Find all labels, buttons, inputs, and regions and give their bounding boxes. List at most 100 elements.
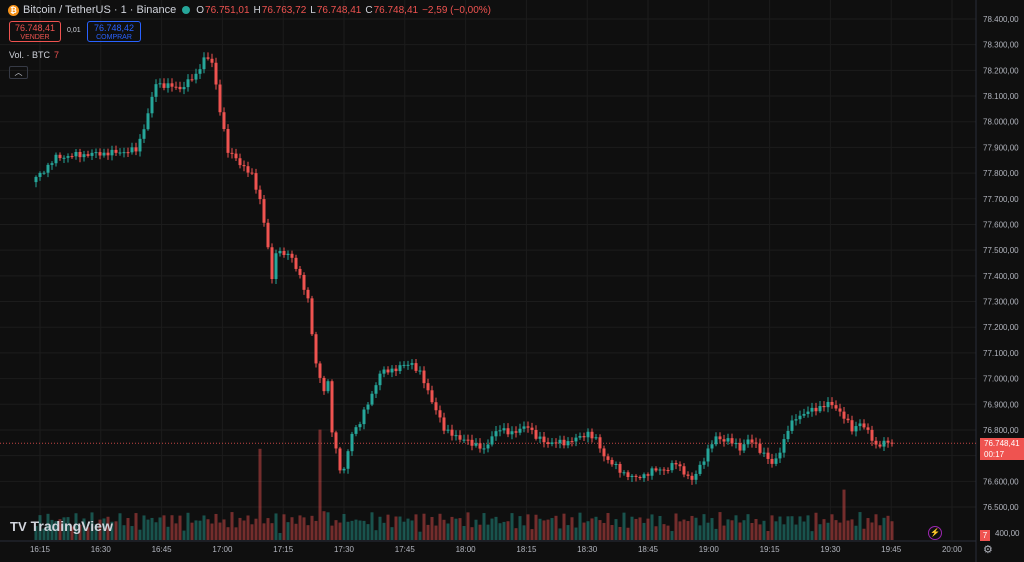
candle-body bbox=[82, 154, 86, 158]
volume-bar bbox=[158, 517, 162, 540]
volume-bar bbox=[222, 519, 226, 540]
volume-bar bbox=[262, 523, 266, 540]
volume-bar bbox=[682, 519, 686, 540]
volume-bar bbox=[134, 513, 138, 540]
volume-bar bbox=[226, 527, 230, 540]
candle-body bbox=[694, 473, 698, 480]
candle-body bbox=[146, 113, 150, 130]
volume-legend[interactable]: Vol. · BTC 7 bbox=[9, 50, 59, 60]
volume-bar bbox=[186, 512, 190, 540]
volume-bar bbox=[766, 530, 770, 540]
candle-body bbox=[150, 96, 154, 114]
candle-body bbox=[414, 363, 418, 371]
candle-body bbox=[90, 152, 94, 156]
volume-bar bbox=[838, 522, 842, 540]
candle-body bbox=[250, 172, 254, 174]
volume-bar bbox=[798, 516, 802, 540]
symbol-title[interactable]: Bitcoin / TetherUS · 1 · Binance bbox=[23, 4, 177, 16]
volume-bar bbox=[570, 517, 574, 540]
candle-body bbox=[546, 442, 550, 445]
gear-icon[interactable]: ⚙ bbox=[983, 544, 993, 556]
volume-bar bbox=[510, 513, 514, 540]
candle-body bbox=[530, 427, 534, 430]
ohlc-item: O76.751,01 bbox=[196, 4, 250, 16]
volume-bar bbox=[478, 524, 482, 540]
time-axis-label: 19:30 bbox=[820, 545, 841, 554]
volume-bar bbox=[162, 515, 166, 540]
buy-button[interactable]: 76.748,42 COMPRAR bbox=[87, 21, 141, 42]
candle-body bbox=[650, 468, 654, 476]
volume-bar bbox=[546, 519, 550, 540]
volume-bar bbox=[130, 526, 134, 540]
candle-body bbox=[858, 423, 862, 427]
volume-bar bbox=[746, 514, 750, 540]
volume-bar bbox=[230, 512, 234, 540]
candle-body bbox=[582, 436, 586, 438]
volume-bar bbox=[646, 518, 650, 540]
ohlc-key: H bbox=[253, 4, 261, 16]
candle-body bbox=[678, 464, 682, 467]
candle-body bbox=[270, 247, 274, 280]
volume-bar bbox=[286, 522, 290, 540]
candle-body bbox=[690, 475, 694, 480]
candle-body bbox=[814, 407, 818, 412]
sell-label: VENDER bbox=[20, 34, 50, 41]
candle-body bbox=[174, 86, 178, 88]
sell-button[interactable]: 76.748,41 VENDER bbox=[9, 21, 61, 42]
bolt-icon[interactable]: ⚡ bbox=[928, 526, 942, 540]
candle-body bbox=[754, 442, 758, 444]
time-axis-label: 16:15 bbox=[30, 545, 51, 554]
volume-bar bbox=[278, 532, 282, 540]
candle-body bbox=[438, 410, 442, 418]
time-axis-label: 16:45 bbox=[152, 545, 173, 554]
candle-body bbox=[186, 79, 190, 88]
volume-bar bbox=[786, 516, 790, 540]
candle-body bbox=[326, 381, 330, 392]
candle-body bbox=[358, 424, 362, 428]
candle-body bbox=[98, 152, 102, 156]
candle-body bbox=[606, 456, 610, 460]
chevron-up-icon[interactable]: ︿ bbox=[9, 66, 28, 79]
volume-bar bbox=[206, 519, 210, 540]
volume-bar bbox=[366, 524, 370, 540]
candle-body bbox=[302, 274, 306, 290]
ohlc-item: −2,59 (−0,00%) bbox=[422, 4, 492, 16]
volume-bar bbox=[466, 512, 470, 540]
candle-body bbox=[586, 431, 590, 438]
volume-bar bbox=[674, 513, 678, 540]
volume-bar bbox=[430, 516, 434, 540]
candle-body bbox=[558, 439, 562, 444]
candle-body bbox=[870, 429, 874, 441]
time-axis-label: 19:00 bbox=[699, 545, 720, 554]
volume-bar bbox=[554, 515, 558, 540]
volume-bar bbox=[94, 524, 98, 540]
volume-bar bbox=[710, 518, 714, 540]
candle-body bbox=[462, 439, 466, 441]
volume-bar bbox=[246, 515, 250, 540]
price-axis-label: 76.800,00 bbox=[983, 426, 1019, 435]
volume-bar bbox=[338, 522, 342, 540]
candle-body bbox=[458, 435, 462, 440]
volume-bar bbox=[606, 513, 610, 540]
candle-body bbox=[522, 426, 526, 429]
candle-body bbox=[750, 439, 754, 443]
volume-bar bbox=[826, 522, 830, 540]
candle-body bbox=[554, 442, 558, 444]
volume-bar bbox=[138, 529, 142, 540]
candle-body bbox=[266, 222, 270, 248]
candle-body bbox=[834, 405, 838, 409]
volume-bar bbox=[446, 523, 450, 540]
buy-label: COMPRAR bbox=[96, 34, 132, 41]
candle-body bbox=[638, 476, 642, 479]
candle-body bbox=[370, 393, 374, 405]
volume-bar bbox=[718, 512, 722, 540]
price-axis-label: 77.500,00 bbox=[983, 246, 1019, 255]
candle-body bbox=[470, 439, 474, 446]
volume-bar bbox=[378, 516, 382, 540]
candle-body bbox=[382, 369, 386, 374]
volume-bar bbox=[50, 519, 54, 540]
candle-body bbox=[502, 428, 506, 431]
tradingview-logo[interactable]: TV TradingView bbox=[10, 518, 113, 534]
symbol-header[interactable]: ₿ Bitcoin / TetherUS · 1 · Binance O76.7… bbox=[8, 4, 495, 16]
